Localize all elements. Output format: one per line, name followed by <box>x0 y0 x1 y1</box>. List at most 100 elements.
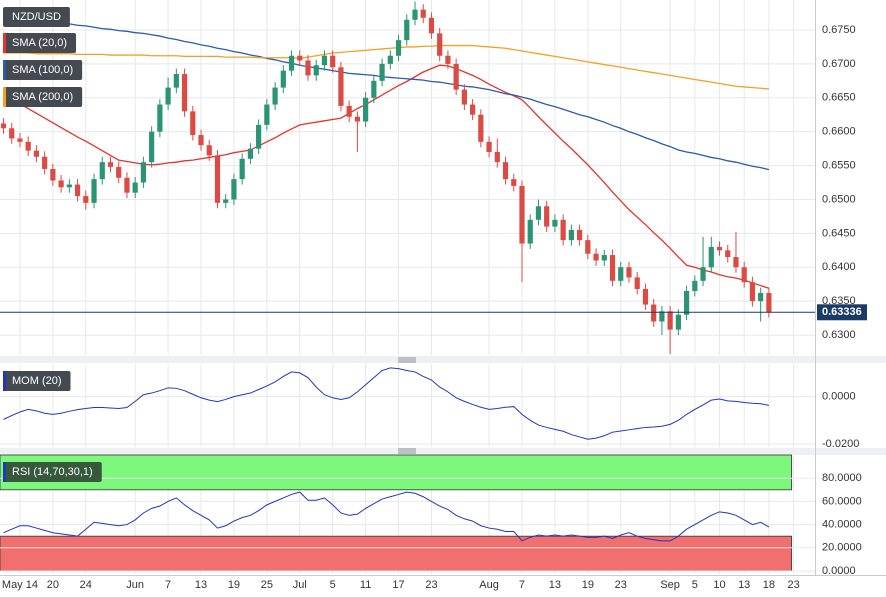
x-tick-label: May 14 <box>2 579 38 591</box>
y-tick-label: 0.0000 <box>822 565 856 577</box>
candle-body <box>560 219 566 241</box>
candle-body <box>692 280 698 291</box>
candle-body <box>568 229 574 241</box>
candle-body <box>412 9 418 20</box>
candle-body <box>181 74 188 112</box>
candle-body <box>420 9 426 18</box>
candle-body <box>66 184 72 188</box>
candle-body <box>766 293 772 313</box>
candle-body <box>675 314 681 330</box>
x-tick-label: Jul <box>293 579 307 591</box>
candle-body <box>577 229 583 241</box>
candle-body <box>461 89 467 105</box>
legend-entry-box <box>3 33 77 53</box>
candle-body <box>683 290 690 315</box>
x-tick-label: 11 <box>360 579 371 591</box>
indicator-name-box <box>3 462 102 482</box>
x-tick-label: 19 <box>228 579 240 591</box>
legend-entry-swatch <box>3 60 6 80</box>
x-tick-label: 23 <box>615 579 627 591</box>
x-tick-label: 20 <box>47 579 59 591</box>
legend-entry-swatch <box>3 33 6 53</box>
candle-body <box>428 17 435 34</box>
x-tick-label: 19 <box>582 579 594 591</box>
candle-body <box>17 138 23 142</box>
candle-body <box>256 124 262 149</box>
candle-body <box>288 55 295 71</box>
candle-body <box>544 206 550 227</box>
candle-body <box>535 206 542 220</box>
legend-title-box <box>3 7 70 27</box>
x-tick-label: 23 <box>787 579 799 591</box>
candle-body <box>330 55 336 68</box>
y-tick-label: 0.6750 <box>822 24 856 36</box>
panel-separator <box>0 448 886 455</box>
candle-body <box>758 293 764 302</box>
candle-body <box>272 87 278 105</box>
candle-body <box>626 267 632 278</box>
x-tick-label: 23 <box>425 579 437 591</box>
x-tick-label: 13 <box>738 579 750 591</box>
candle-body <box>83 196 89 203</box>
candle-body <box>725 250 731 258</box>
candle-body <box>659 311 665 322</box>
indicator-line <box>3 491 770 542</box>
candle-body <box>527 219 533 244</box>
candle-body <box>651 304 657 322</box>
candle-body <box>91 179 97 203</box>
candle-body <box>363 97 369 122</box>
y-tick-label: 0.6550 <box>822 159 856 171</box>
y-tick-label: 0.6300 <box>822 329 856 341</box>
legend-entry-swatch <box>3 87 6 107</box>
candle-body <box>716 246 723 251</box>
resize-handle[interactable] <box>398 357 416 363</box>
candle-body <box>511 179 517 186</box>
candle-body <box>741 267 747 283</box>
candle-body <box>445 55 451 64</box>
y-tick-label: 0.6500 <box>822 193 856 205</box>
candle-body <box>297 55 303 61</box>
y-tick-label: 0.6400 <box>822 261 856 273</box>
candle-body <box>50 168 56 181</box>
candle-body <box>0 123 7 129</box>
candle-body <box>609 255 616 281</box>
candle-body <box>502 162 509 180</box>
candle-body <box>733 257 739 268</box>
candle-body <box>305 60 311 76</box>
x-tick-label: Aug <box>479 579 499 591</box>
x-tick-label: 24 <box>80 579 92 591</box>
candle-body <box>206 145 212 156</box>
y-tick-label: 0.6650 <box>822 92 856 104</box>
data-layer <box>0 1 815 542</box>
last-price-box <box>817 304 867 321</box>
legend-entry: SMA (200,0) <box>12 91 73 103</box>
candle-body <box>437 33 443 56</box>
legend-layer: May 14 20 24 Jun 7 13 19 25 Jul 5 11 17 23 Aug 7 13 19 23… <box>2 7 867 591</box>
candle-body <box>379 63 385 81</box>
candle-body <box>198 135 204 146</box>
candle-body <box>107 162 114 167</box>
candle-body <box>387 55 393 64</box>
candle-body <box>470 104 476 115</box>
candle-body <box>642 288 649 305</box>
indicator-line <box>3 367 769 440</box>
candle-body <box>593 253 599 261</box>
x-tick-label: 5 <box>692 579 698 591</box>
candle-body <box>354 116 360 122</box>
x-tick-label: 7 <box>519 579 525 591</box>
candle-body <box>190 111 196 136</box>
candle-body <box>214 155 221 203</box>
resize-handle[interactable] <box>398 448 416 454</box>
candle-body <box>371 80 377 98</box>
candle-body <box>25 141 31 151</box>
legend-entry: SMA (20,0) <box>12 37 67 49</box>
candle-body <box>124 177 130 193</box>
candle-body <box>478 114 484 142</box>
candle-body <box>74 184 81 197</box>
candle-body <box>223 199 229 203</box>
candle-body <box>42 156 48 169</box>
x-tick-label: 5 <box>330 579 336 591</box>
y-tick-label: 20.0000 <box>822 542 862 554</box>
